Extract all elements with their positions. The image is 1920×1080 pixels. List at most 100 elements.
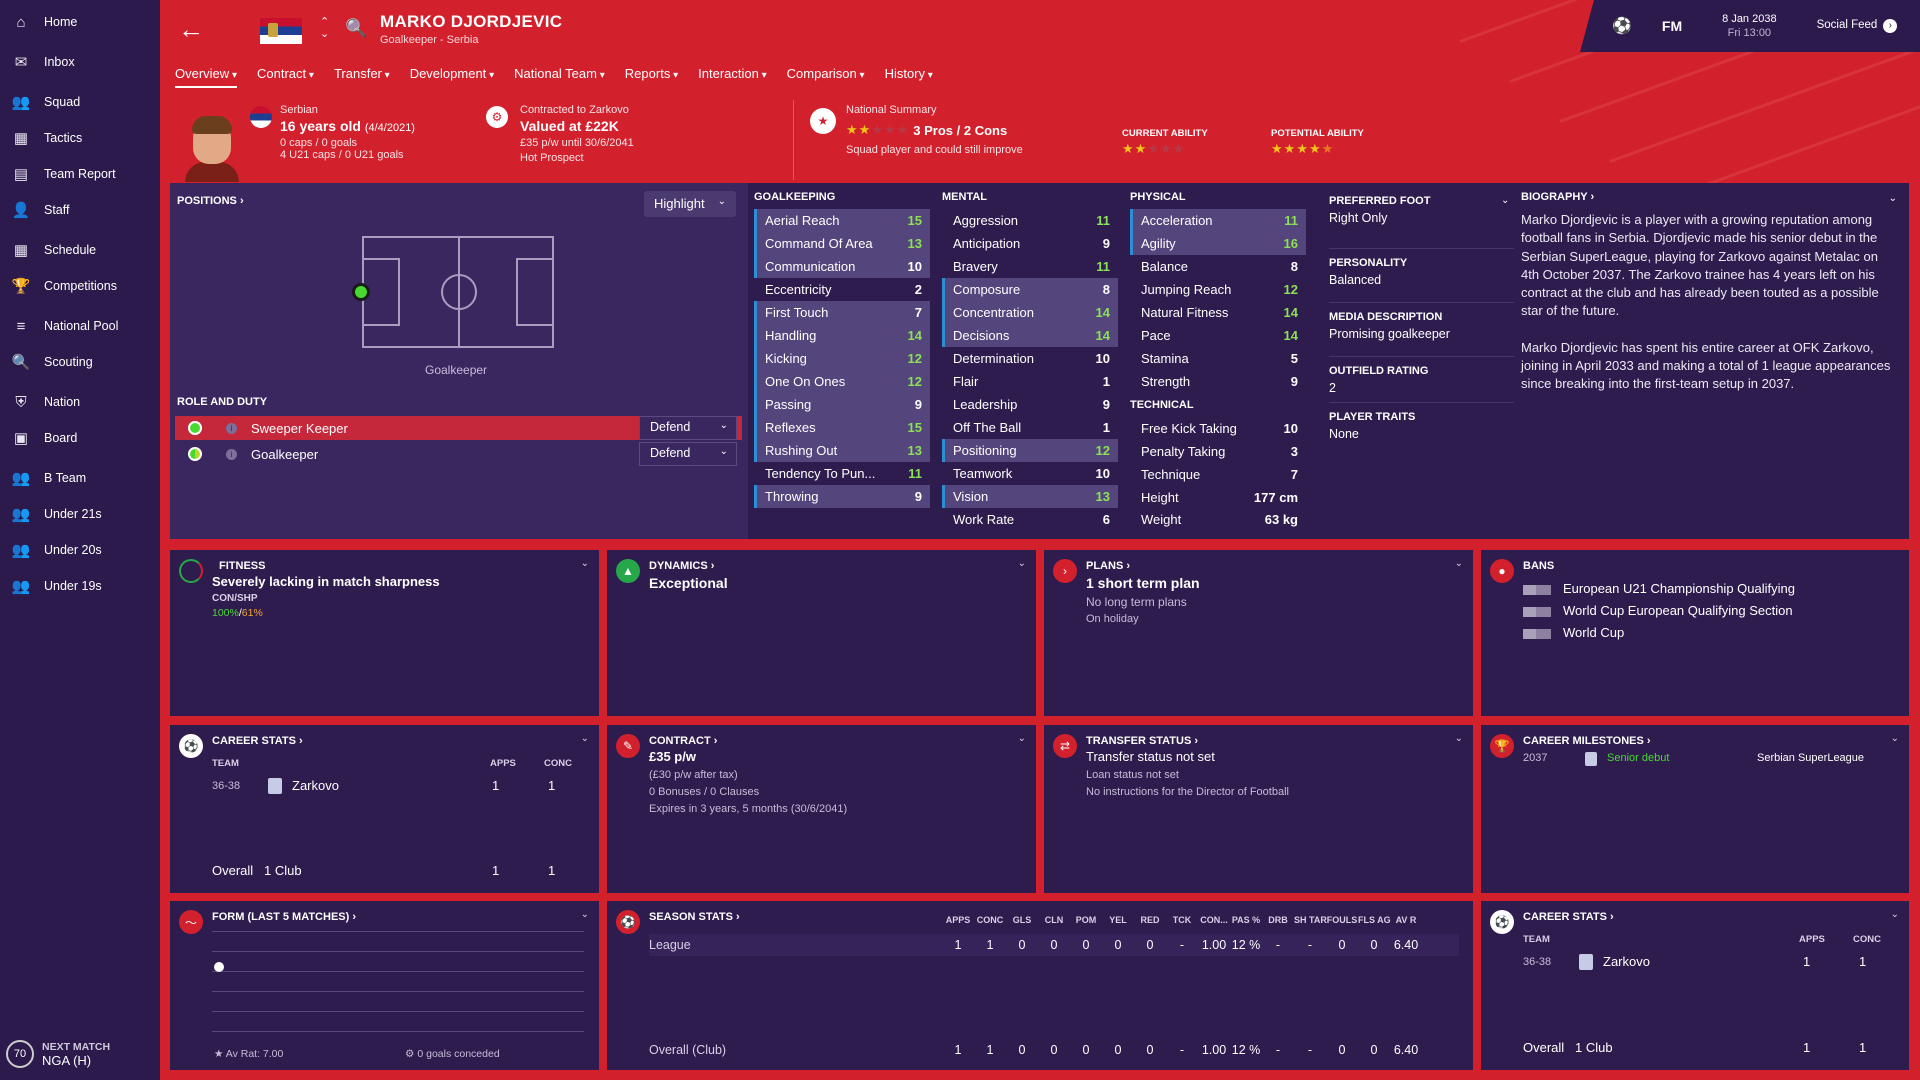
globe-icon[interactable]: ⚽	[1612, 18, 1632, 35]
attribute-row[interactable]: Free Kick Taking 10	[1130, 417, 1306, 440]
info-icon[interactable]: i	[226, 422, 237, 434]
sidebar-item-board[interactable]: ▣ Board	[0, 422, 160, 454]
sidebar-item-under-21s[interactable]: 👥 Under 21s	[0, 498, 160, 530]
attribute-row[interactable]: Natural Fitness 14	[1130, 301, 1306, 324]
tab-development[interactable]: Development	[410, 66, 494, 88]
duty-dropdown[interactable]: Defend ⌄	[639, 416, 737, 440]
duty-dropdown[interactable]: Defend ⌄	[639, 442, 737, 466]
tab-contract[interactable]: Contract	[257, 66, 314, 88]
tab-overview[interactable]: Overview	[175, 66, 237, 88]
attribute-row[interactable]: Acceleration 11	[1130, 209, 1306, 232]
attribute-row[interactable]: Communication 10	[754, 255, 930, 278]
team-name[interactable]: Zarkovo	[292, 778, 339, 793]
bans-card[interactable]: ● BANS European U21 Championship Qualify…	[1481, 550, 1909, 716]
attribute-row[interactable]: Passing 9	[754, 393, 930, 416]
attribute-row[interactable]: Leadership 9	[942, 393, 1118, 416]
search-icon[interactable]: 🔍	[345, 18, 368, 38]
info-icon[interactable]: i	[226, 448, 237, 460]
chevron-down-icon[interactable]: ⌄	[1890, 909, 1899, 920]
contract-card[interactable]: ✎ CONTRACT › ⌄ £35 p/w (£30 p/w after ta…	[607, 725, 1036, 893]
attribute-row[interactable]: Positioning 12	[942, 439, 1118, 462]
tab-comparison[interactable]: Comparison	[787, 66, 865, 88]
biography-title[interactable]: BIOGRAPHY ›	[1521, 191, 1595, 203]
form-card[interactable]: 〜 FORM (LAST 5 MATCHES) › ⌄ ★ Av Rat: 7.…	[170, 901, 599, 1070]
sidebar-item-staff[interactable]: 👤 Staff	[0, 194, 160, 226]
role-row-sweeper-keeper[interactable]: i Sweeper Keeper Defend ⌄	[175, 416, 742, 440]
sidebar-item-nation[interactable]: ⛨ Nation	[0, 386, 160, 418]
career-stats-card-2[interactable]: ⚽ CAREER STATS › ⌄ TEAM APPS CONC 36-38 …	[1481, 901, 1909, 1070]
attribute-row[interactable]: Throwing 9	[754, 485, 930, 508]
attribute-row[interactable]: Jumping Reach 12	[1130, 278, 1306, 301]
attribute-row[interactable]: Pace 14	[1130, 324, 1306, 347]
season-stats-card[interactable]: ⚽ SEASON STATS › APPS CONC GLS CLN POM YEL RED…	[607, 901, 1473, 1070]
attribute-row[interactable]: Off The Ball 1	[942, 416, 1118, 439]
sidebar-item-squad[interactable]: 👥 Squad	[0, 86, 160, 118]
role-row-goalkeeper[interactable]: i Goalkeeper Defend ⌄	[175, 442, 742, 466]
plans-card[interactable]: › PLANS › ⌄ 1 short term plan No long te…	[1044, 550, 1473, 716]
attribute-row[interactable]: Agility 16	[1130, 232, 1306, 255]
sidebar-item-national-pool[interactable]: ≡ National Pool	[0, 310, 160, 342]
chevron-down-icon[interactable]: ⌄	[1890, 733, 1899, 744]
tab-history[interactable]: History	[885, 66, 933, 88]
attribute-row[interactable]: Concentration 14	[942, 301, 1118, 324]
attribute-row[interactable]: First Touch 7	[754, 301, 930, 324]
tab-transfer[interactable]: Transfer	[334, 66, 390, 88]
attribute-row[interactable]: Anticipation 9	[942, 232, 1118, 255]
attribute-row[interactable]: Teamwork 10	[942, 462, 1118, 485]
tab-reports[interactable]: Reports	[625, 66, 678, 88]
attribute-row[interactable]: Stamina 5	[1130, 347, 1306, 370]
attribute-row[interactable]: Balance 8	[1130, 255, 1306, 278]
sidebar-item-competitions[interactable]: 🏆 Competitions	[0, 270, 160, 302]
attribute-row[interactable]: Composure 8	[942, 278, 1118, 301]
chevron-down-icon[interactable]: ⌄	[580, 558, 589, 569]
chevron-down-icon[interactable]: ⌄	[1888, 193, 1897, 204]
sidebar-item-schedule[interactable]: ▦ Schedule	[0, 234, 160, 266]
chevron-down-icon[interactable]: ⌄	[1501, 195, 1510, 206]
attribute-row[interactable]: Handling 14	[754, 324, 930, 347]
fitness-card[interactable]: FITNESS ⌄ Severely lacking in match shar…	[170, 550, 599, 716]
attribute-row[interactable]: Penalty Taking 3	[1130, 440, 1306, 463]
sidebar-item-team-report[interactable]: ▤ Team Report	[0, 158, 160, 190]
attribute-row[interactable]: Decisions 14	[942, 324, 1118, 347]
sidebar-item-home[interactable]: ⌂ Home	[0, 6, 160, 38]
highlight-dropdown[interactable]: Highlight ⌄	[644, 191, 736, 217]
attribute-row[interactable]: Vision 13	[942, 485, 1118, 508]
chevron-down-icon[interactable]: ⌄	[1017, 733, 1026, 744]
social-feed-button[interactable]: Social Feed ›	[1817, 19, 1898, 33]
career-milestones-card[interactable]: 🏆 CAREER MILESTONES › ⌄ 2037 Senior debu…	[1481, 725, 1909, 893]
attribute-row[interactable]: Aggression 11	[942, 209, 1118, 232]
attribute-row[interactable]: Tendency To Pun... 11	[754, 462, 930, 485]
chevron-down-icon[interactable]: ⌄	[1017, 558, 1026, 569]
attribute-row[interactable]: Eccentricity 2	[754, 278, 930, 301]
chevron-down-icon[interactable]: ⌄	[580, 909, 589, 920]
sidebar-item-inbox[interactable]: ✉ Inbox	[0, 46, 160, 78]
tab-interaction[interactable]: Interaction	[698, 66, 767, 88]
player-nav-arrows[interactable]: ⌃ ⌄	[320, 16, 330, 40]
sidebar-item-tactics[interactable]: ▦ Tactics	[0, 122, 160, 154]
attribute-row[interactable]: Rushing Out 13	[754, 439, 930, 462]
sidebar-item-scouting[interactable]: 🔍 Scouting	[0, 346, 160, 378]
back-arrow-icon[interactable]: ←	[178, 14, 204, 44]
attribute-row[interactable]: One On Ones 12	[754, 370, 930, 393]
career-stats-card[interactable]: ⚽ CAREER STATS › ⌄ TEAM APPS CONC 36-38 …	[170, 725, 599, 893]
attribute-row[interactable]: Strength 9	[1130, 370, 1306, 393]
attribute-row[interactable]: Kicking 12	[754, 347, 930, 370]
sidebar-item-under-19s[interactable]: 👥 Under 19s	[0, 570, 160, 602]
attribute-row[interactable]: Flair 1	[942, 370, 1118, 393]
sidebar-item-b-team[interactable]: 👥 B Team	[0, 462, 160, 494]
fm-logo[interactable]: FM	[1661, 18, 1683, 34]
attribute-row[interactable]: Reflexes 15	[754, 416, 930, 439]
transfer-status-card[interactable]: ⇄ TRANSFER STATUS › ⌄ Transfer status no…	[1044, 725, 1473, 893]
attribute-row[interactable]: Command Of Area 13	[754, 232, 930, 255]
dynamics-card[interactable]: ▲ DYNAMICS › ⌄ Exceptional	[607, 550, 1036, 716]
team-name[interactable]: Zarkovo	[1603, 954, 1650, 969]
positions-title[interactable]: POSITIONS ›	[177, 195, 244, 207]
attribute-row[interactable]: Determination 10	[942, 347, 1118, 370]
chevron-down-icon[interactable]: ⌄	[1454, 558, 1463, 569]
tab-national-team[interactable]: National Team	[514, 66, 605, 88]
chevron-down-icon[interactable]: ⌄	[580, 733, 589, 744]
sidebar-item-under-20s[interactable]: 👥 Under 20s	[0, 534, 160, 566]
next-match[interactable]: 70 NEXT MATCH NGA (H)	[6, 1040, 110, 1068]
attribute-row[interactable]: Technique 7	[1130, 463, 1306, 486]
attribute-row[interactable]: Work Rate 6	[942, 508, 1118, 531]
